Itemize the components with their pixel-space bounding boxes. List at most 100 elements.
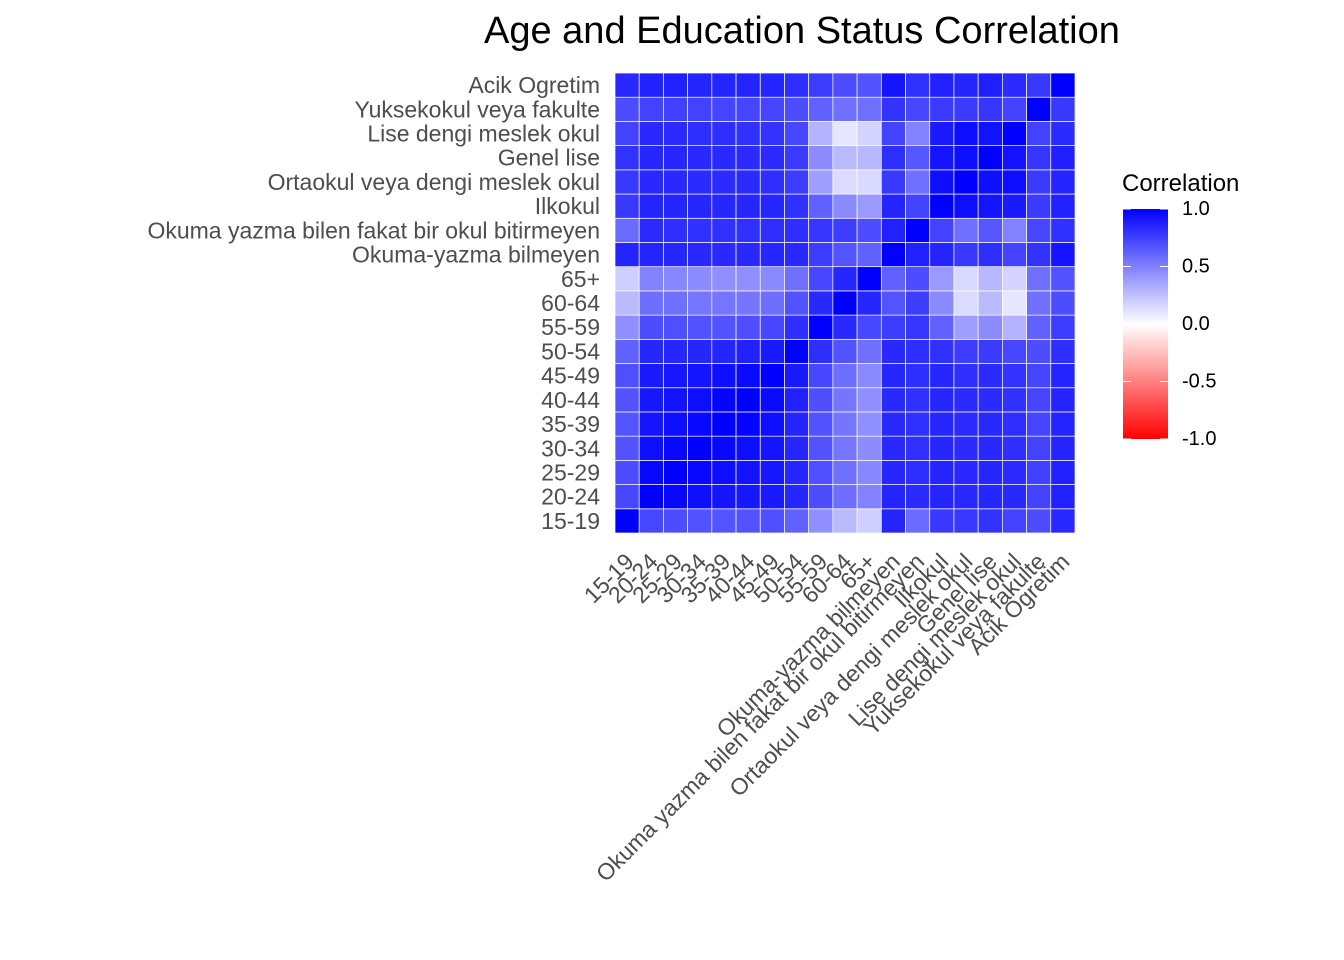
heatmap-cell <box>953 145 979 171</box>
heatmap-cell <box>663 363 688 389</box>
heatmap-cell <box>905 169 931 195</box>
heatmap-cell <box>711 338 737 364</box>
heatmap-cell <box>880 217 906 243</box>
heatmap-cell <box>905 411 931 437</box>
heatmap-cell <box>614 121 640 146</box>
heatmap-cell <box>905 121 931 146</box>
heatmap-cell <box>808 460 834 485</box>
heatmap-cell <box>808 145 834 171</box>
heatmap-cell <box>1050 217 1076 243</box>
heatmap-cell <box>784 314 810 340</box>
heatmap-cell <box>711 266 737 292</box>
heatmap-cell <box>663 314 688 340</box>
heatmap-cell <box>808 217 834 243</box>
heatmap-cell <box>856 242 882 268</box>
heatmap-cell <box>880 169 906 195</box>
heatmap-cell <box>759 121 785 146</box>
heatmap-cell <box>759 266 785 292</box>
heatmap-cell <box>638 363 664 389</box>
heatmap-cell <box>1026 314 1052 340</box>
heatmap-cell <box>977 217 1003 243</box>
heatmap-cell <box>880 193 906 219</box>
heatmap-cell <box>808 484 834 510</box>
heatmap-cell <box>832 72 858 98</box>
heatmap-cell <box>856 314 882 340</box>
heatmap-cell <box>759 387 785 413</box>
heatmap-cell <box>759 460 785 485</box>
heatmap-cell <box>663 338 688 364</box>
heatmap-cell <box>880 242 906 268</box>
heatmap-cell <box>1050 460 1076 485</box>
heatmap-cell <box>784 169 810 195</box>
heatmap-cell <box>856 338 882 364</box>
heatmap-cell <box>687 484 713 510</box>
heatmap-cell <box>1002 290 1027 316</box>
heatmap-cell <box>856 387 882 413</box>
heatmap-cell <box>880 460 906 485</box>
heatmap-cell <box>663 242 688 268</box>
heatmap-cell <box>1002 435 1027 461</box>
heatmap-cell <box>1002 72 1027 98</box>
heatmap-cell <box>929 338 955 364</box>
heatmap-cell <box>856 435 882 461</box>
heatmap-cell <box>735 193 761 219</box>
heatmap-cell <box>929 96 955 122</box>
heatmap-cell <box>759 411 785 437</box>
heatmap-cell <box>880 72 906 98</box>
heatmap-cell <box>784 121 810 146</box>
heatmap-cell <box>1026 508 1052 534</box>
heatmap-cell <box>1002 242 1027 268</box>
heatmap-cell <box>1026 242 1052 268</box>
heatmap-cell <box>735 96 761 122</box>
x-axis-tick-labels: 15-1920-2425-2930-3435-3940-4445-4950-54… <box>579 548 1075 887</box>
heatmap-cell <box>905 435 931 461</box>
heatmap-cell <box>856 290 882 316</box>
heatmap-cell <box>1002 484 1027 510</box>
heatmap-cell <box>784 242 810 268</box>
heatmap-cell <box>808 387 834 413</box>
heatmap-cell <box>638 435 664 461</box>
heatmap-cell <box>808 508 834 534</box>
y-tick-label: Yuksekokul veya fakulte <box>355 96 600 122</box>
heatmap-cell <box>856 484 882 510</box>
heatmap-cell <box>1050 145 1076 171</box>
heatmap-cell <box>663 435 688 461</box>
heatmap-cell <box>687 435 713 461</box>
heatmap-cell <box>1002 314 1027 340</box>
heatmap-cell <box>735 338 761 364</box>
heatmap-cell <box>905 460 931 485</box>
heatmap-cell <box>832 338 858 364</box>
y-tick-label: Genel lise <box>498 145 600 171</box>
heatmap-cell <box>759 314 785 340</box>
heatmap-cell <box>832 484 858 510</box>
heatmap-cell <box>663 460 688 485</box>
legend-ticks: 1.0 0.5 0.0 -0.5 -1.0 <box>1123 198 1216 450</box>
heatmap-cell <box>1050 484 1076 510</box>
heatmap-cell <box>1050 314 1076 340</box>
heatmap-cell <box>687 338 713 364</box>
heatmap-cell <box>784 193 810 219</box>
heatmap-cell <box>977 363 1003 389</box>
heatmap-cell <box>735 460 761 485</box>
heatmap-cell <box>1002 145 1027 171</box>
heatmap-cell <box>929 217 955 243</box>
heatmap-cell <box>784 411 810 437</box>
heatmap-cell <box>808 193 834 219</box>
heatmap-cell <box>663 96 688 122</box>
heatmap-cell <box>929 460 955 485</box>
heatmap-cell <box>929 387 955 413</box>
heatmap-cell <box>832 121 858 146</box>
heatmap-cell <box>880 411 906 437</box>
heatmap-cell <box>977 338 1003 364</box>
heatmap-cell <box>808 314 834 340</box>
heatmap-cell <box>929 411 955 437</box>
heatmap-cell <box>953 121 979 146</box>
heatmap-cell <box>905 508 931 534</box>
heatmap-cell <box>808 435 834 461</box>
heatmap-cell <box>711 411 737 437</box>
heatmap-cell <box>784 96 810 122</box>
heatmap-cell <box>1002 193 1027 219</box>
heatmap-cell <box>759 290 785 316</box>
y-tick-label: 25-29 <box>541 459 600 485</box>
heatmap-cell <box>663 145 688 171</box>
